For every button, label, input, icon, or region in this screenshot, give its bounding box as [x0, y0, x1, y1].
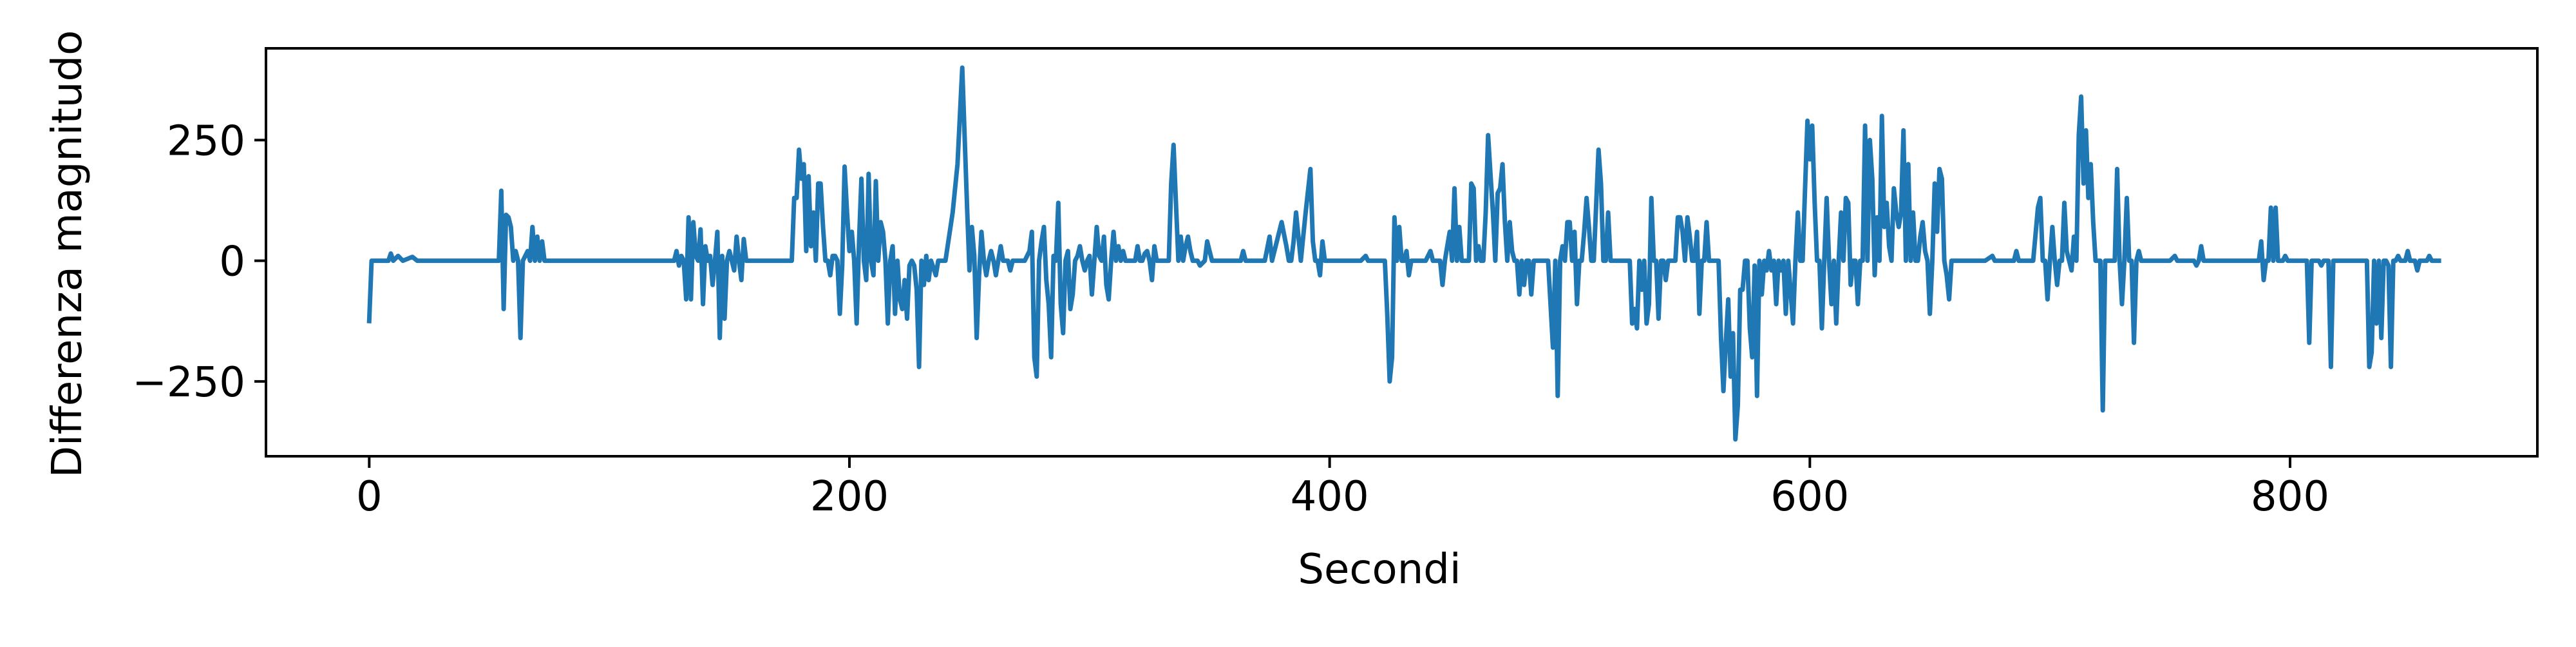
y-tick-label: 250: [167, 117, 245, 165]
x-tick-label: 200: [810, 473, 889, 521]
x-tick-label: 400: [1291, 473, 1369, 521]
x-axis: 0 200 400 600 800: [356, 456, 2329, 521]
y-axis: −250 0 250: [132, 117, 266, 407]
y-tick-label: 0: [219, 238, 245, 286]
x-tick-label: 800: [2251, 473, 2329, 521]
plot-area: [265, 47, 2539, 458]
y-axis-label: Differenza magnitudo: [44, 30, 91, 478]
x-tick-label: 0: [356, 473, 383, 521]
x-tick-label: 600: [1770, 473, 1849, 521]
x-axis-label: Secondi: [1298, 546, 1461, 594]
y-tick-label: −250: [132, 359, 245, 407]
plot-frame: [265, 47, 2539, 458]
series-line-0: [366, 65, 2441, 442]
